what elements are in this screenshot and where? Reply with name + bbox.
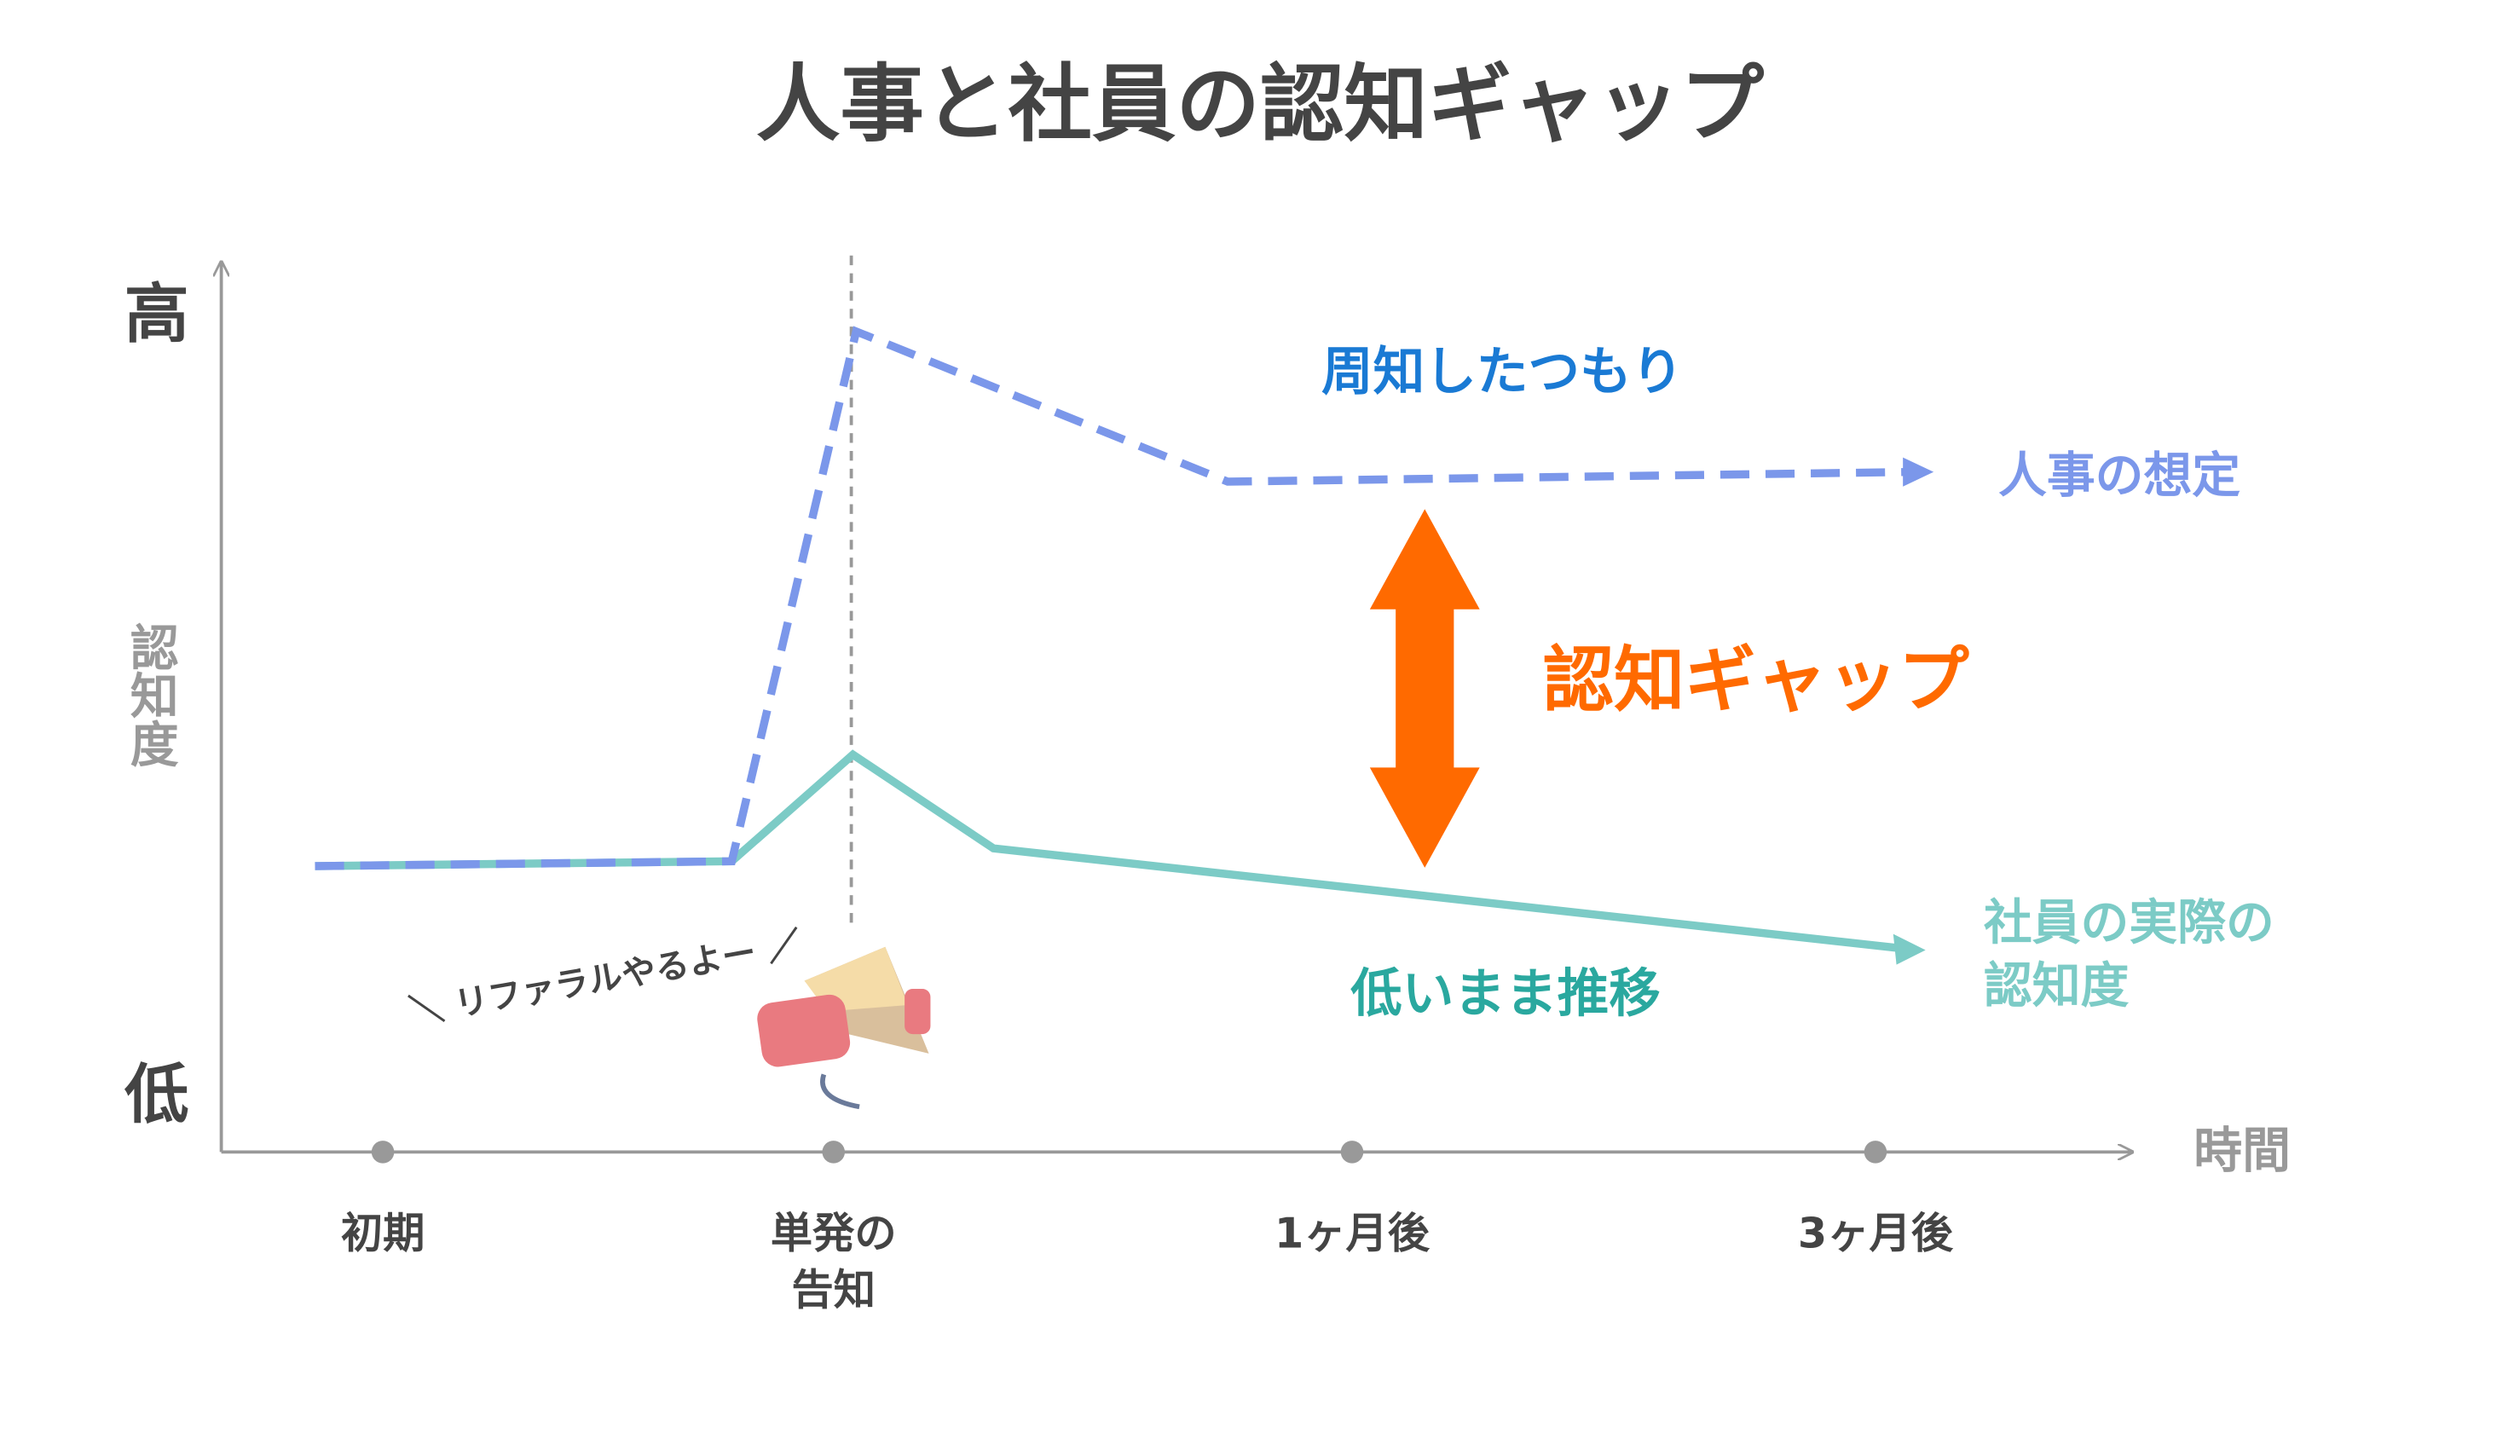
gap-arrow (1369, 509, 1480, 868)
x-tick: 3ヶ月後 (1798, 1208, 1954, 1257)
x-tick: 告知 (792, 1265, 876, 1314)
y-high: 高 (124, 277, 189, 352)
x-ticks: 初期 単発の 告知 1ヶ月後 3ヶ月後 (341, 1208, 1954, 1314)
y-label: 認知度 (122, 622, 178, 768)
x-dots (371, 1141, 1887, 1164)
gap-label: 認知ギャップ (1543, 639, 1970, 722)
x-tick: 初期 (341, 1208, 425, 1257)
y-low: 低 (124, 1057, 189, 1132)
hr-arrow (1903, 457, 1934, 487)
x-label: 時間 (2193, 1123, 2291, 1179)
megaphone (757, 946, 931, 1110)
hr-intent: 周知したつもり (1321, 343, 1683, 402)
hr-label: 人事の想定 (1998, 448, 2240, 504)
hr-line (315, 326, 1910, 870)
employee-note: 低いまま推移 (1350, 964, 1661, 1024)
employee-label: 社員の実際の (1984, 895, 2274, 951)
x-tick: 1ヶ月後 (1274, 1208, 1431, 1257)
x-tick: 単発の (771, 1208, 897, 1257)
employee-arrow (1893, 933, 1926, 965)
title: 人事と社員の認知ギャップ (756, 56, 1765, 153)
employee-label: 認知度 (1984, 958, 2130, 1014)
